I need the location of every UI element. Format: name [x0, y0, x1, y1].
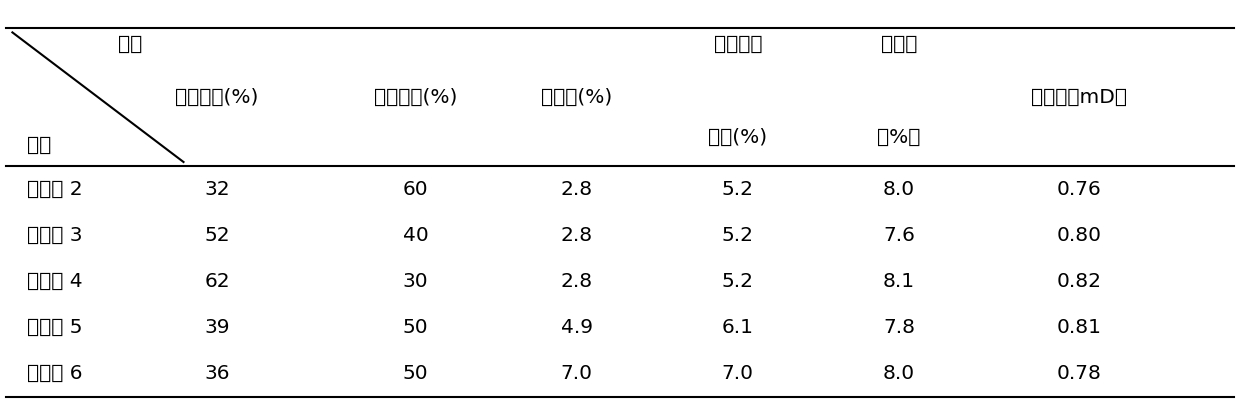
Text: 实施例 5: 实施例 5	[27, 318, 83, 337]
Text: 0.82: 0.82	[1056, 272, 1101, 291]
Text: 渗透率（mD）: 渗透率（mD）	[1030, 88, 1127, 107]
Text: 50: 50	[403, 318, 428, 337]
Text: 脆性矿物(%): 脆性矿物(%)	[175, 88, 259, 107]
Text: 0.80: 0.80	[1056, 226, 1101, 245]
Text: 5.2: 5.2	[722, 272, 754, 291]
Text: （%）: （%）	[878, 128, 920, 147]
Text: 粘土矿物(%): 粘土矿物(%)	[373, 88, 458, 107]
Text: 0.76: 0.76	[1056, 180, 1101, 198]
Text: 碎屑与胶: 碎屑与胶	[713, 35, 763, 54]
Text: 36: 36	[205, 364, 229, 383]
Text: 5.2: 5.2	[722, 180, 754, 198]
Text: 7.8: 7.8	[883, 318, 915, 337]
Text: 39: 39	[205, 318, 229, 337]
Text: 7.6: 7.6	[883, 226, 915, 245]
Text: 62: 62	[205, 272, 229, 291]
Text: 有机碳(%): 有机碳(%)	[541, 88, 613, 107]
Text: 8.0: 8.0	[883, 364, 915, 383]
Text: 8.1: 8.1	[883, 272, 915, 291]
Text: 实施例 6: 实施例 6	[27, 364, 83, 383]
Text: 结剤(%): 结剤(%)	[708, 128, 768, 147]
Text: 7.0: 7.0	[722, 364, 754, 383]
Text: 项目: 项目	[27, 136, 52, 155]
Text: 实施例 2: 实施例 2	[27, 180, 83, 198]
Text: 6.1: 6.1	[722, 318, 754, 337]
Text: 30: 30	[403, 272, 428, 291]
Text: 孔隙度: 孔隙度	[880, 35, 918, 54]
Text: 组别: 组别	[118, 35, 143, 54]
Text: 40: 40	[403, 226, 428, 245]
Text: 52: 52	[205, 226, 229, 245]
Text: 实施例 3: 实施例 3	[27, 226, 83, 245]
Text: 2.8: 2.8	[560, 180, 593, 198]
Text: 7.0: 7.0	[560, 364, 593, 383]
Text: 2.8: 2.8	[560, 272, 593, 291]
Text: 5.2: 5.2	[722, 226, 754, 245]
Text: 32: 32	[205, 180, 229, 198]
Text: 2.8: 2.8	[560, 226, 593, 245]
Text: 0.81: 0.81	[1056, 318, 1101, 337]
Text: 8.0: 8.0	[883, 180, 915, 198]
Text: 4.9: 4.9	[560, 318, 593, 337]
Text: 60: 60	[403, 180, 428, 198]
Text: 50: 50	[403, 364, 428, 383]
Text: 0.78: 0.78	[1056, 364, 1101, 383]
Text: 实施例 4: 实施例 4	[27, 272, 83, 291]
